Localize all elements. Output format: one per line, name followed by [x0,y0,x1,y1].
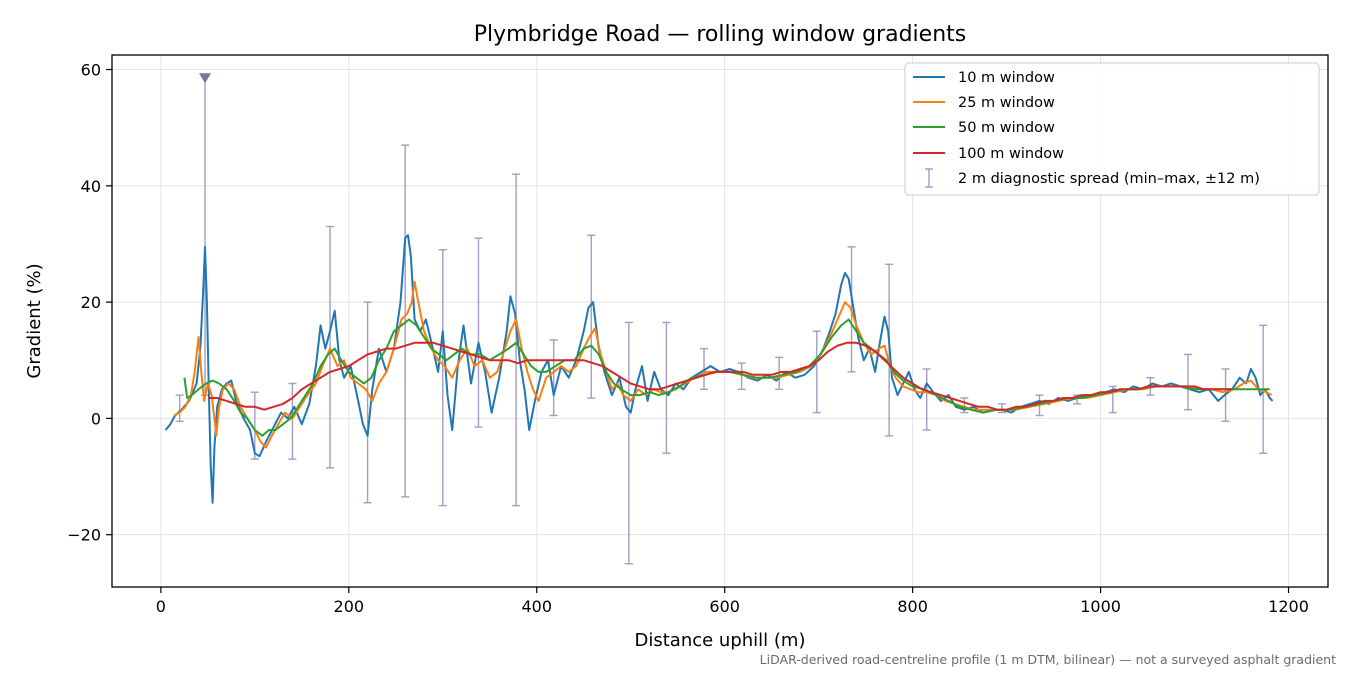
legend-label: 2 m diagnostic spread (min–max, ±12 m) [958,171,1260,187]
error-bar [812,330,821,414]
y-tick-label: 60 [81,61,101,80]
error-bar [288,382,297,460]
error-bar [922,368,931,431]
error-bar [326,225,335,469]
error-bar [363,301,372,504]
series-line-1 [164,234,1274,504]
series-line-2 [173,280,1273,449]
clipped-marker [199,73,212,84]
series-line-3 [183,318,1270,437]
series-lines [164,234,1274,504]
error-bar [587,234,596,399]
axis-ticks: 0 200 400 600 800 1000 1200 −20 0 20 40 60 [67,61,1309,616]
error-bar [401,144,410,498]
x-tick-label: 600 [709,597,740,616]
y-tick-label: 0 [91,409,101,428]
legend: 10 m window 25 m window 50 m window 100 m w… [904,62,1320,196]
error-bar [512,173,521,507]
y-axis-label: Gradient (%) [24,263,45,378]
x-tick-label: 1000 [1080,597,1121,616]
x-axis-label: Distance uphill (m) [635,630,806,651]
legend-label: 100 m window [958,146,1064,162]
error-bar [474,237,483,428]
legend-label: 10 m window [958,70,1055,86]
chart-title: Plymbridge Road — rolling window gradien… [474,22,966,47]
legend-box [904,62,1320,196]
footnote: LiDAR-derived road-centreline profile (1… [760,652,1336,667]
x-tick-label: 200 [334,597,365,616]
error-bar [438,249,447,507]
series-line-4 [207,341,1233,411]
error-bar [1183,353,1192,411]
legend-label: 25 m window [958,95,1055,111]
error-bar [700,347,709,391]
error-bar [250,391,259,460]
error-bar [624,321,633,565]
y-tick-label: 20 [81,293,101,312]
x-tick-label: 800 [897,597,928,616]
legend-label: 50 m window [958,120,1055,136]
diagnostic-error-bars [175,73,1268,565]
error-bar [997,403,1006,414]
error-bar [175,394,184,422]
plot-frame [111,54,1329,588]
y-tick-label: 40 [81,177,101,196]
error-bar [737,362,746,391]
x-tick-label: 0 [156,597,166,616]
y-tick-label: −20 [67,526,101,545]
x-tick-label: 400 [521,597,552,616]
legend-swatch [925,168,933,188]
x-tick-label: 1200 [1268,597,1309,616]
error-bar [549,339,558,417]
